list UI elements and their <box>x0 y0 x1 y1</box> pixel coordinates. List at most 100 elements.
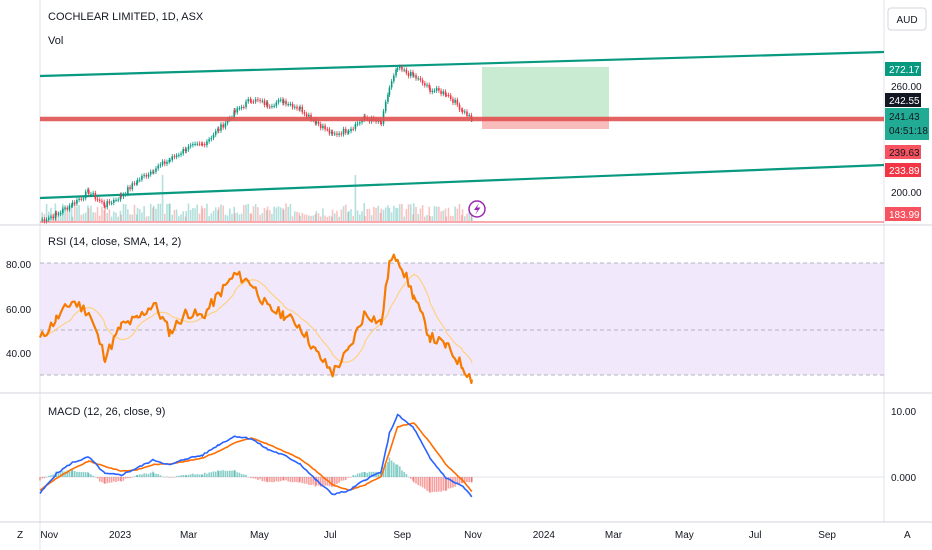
volume-bar <box>305 214 308 221</box>
volume-bar <box>226 215 229 221</box>
candle-body <box>73 202 76 204</box>
candle-body <box>314 119 317 124</box>
candle-body <box>254 99 257 102</box>
time-tick: Nov <box>40 530 58 541</box>
currency-button[interactable] <box>887 7 927 31</box>
candle-body <box>442 91 445 94</box>
volume-bar <box>308 215 310 221</box>
earnings-icon[interactable] <box>468 200 486 218</box>
histogram-bar <box>119 477 122 481</box>
histogram-bar <box>249 477 252 478</box>
volume-bar <box>200 205 203 221</box>
histogram-bar <box>291 477 294 483</box>
candle-body <box>175 155 178 157</box>
candle-body <box>106 201 109 208</box>
volume-bar <box>361 211 363 221</box>
volume-bar <box>187 203 190 221</box>
histogram-bar <box>468 477 470 483</box>
log-scale-button[interactable]: Z <box>17 530 23 541</box>
candle-body <box>198 143 201 145</box>
candle-body <box>275 102 278 106</box>
volume-bar <box>90 205 92 221</box>
candle-body <box>249 99 252 101</box>
channel-lower-line[interactable] <box>39 163 885 200</box>
volume-bar <box>184 216 187 221</box>
candle-body <box>340 133 343 135</box>
histogram-bar <box>279 477 282 482</box>
histogram-bar <box>243 474 245 477</box>
macd-line[interactable] <box>39 413 473 498</box>
candle-body <box>122 194 125 197</box>
histogram-bar <box>106 477 109 484</box>
candle-body <box>203 144 206 146</box>
macd-panel[interactable]: MACD (12, 26, close, 9) 10.00 0.000 <box>39 406 916 498</box>
candle-body <box>124 194 127 196</box>
price-tag: 241.43 04:51:18 <box>885 108 929 140</box>
candle-body <box>359 122 361 124</box>
volume-bar <box>271 213 273 221</box>
histogram-bar <box>435 477 438 493</box>
stop-zone[interactable] <box>482 118 609 129</box>
candle-body <box>417 78 420 80</box>
histogram-bar <box>171 477 174 478</box>
candle-body <box>285 100 287 105</box>
candle-body <box>80 198 83 200</box>
histogram-bar <box>185 474 188 477</box>
histogram-bar <box>466 477 468 483</box>
histogram-bar <box>157 473 159 477</box>
histogram-bar <box>52 474 54 477</box>
histogram-bar <box>214 471 217 477</box>
time-tick: Jul <box>324 530 337 541</box>
volume-bar <box>171 214 174 221</box>
time-tick: Jul <box>749 530 762 541</box>
price-panel[interactable]: COCHLEAR LIMITED, 1D, ASX Vol AUD 260.00… <box>39 7 929 224</box>
volume-bar <box>466 213 468 221</box>
svg-text:Z: Z <box>17 530 23 541</box>
candle-body <box>331 131 334 134</box>
volume-bar <box>155 208 157 221</box>
channel-upper-line[interactable] <box>39 50 885 78</box>
rsi-panel[interactable]: RSI (14, close, SMA, 14, 2) 80.00 60.00 … <box>6 236 884 385</box>
price-tick: 260.00 <box>891 82 922 93</box>
candle-body <box>440 90 442 94</box>
histogram-bar <box>78 471 80 477</box>
candle-body <box>66 207 69 210</box>
signal-line[interactable] <box>39 422 473 493</box>
target-zone[interactable] <box>482 67 609 118</box>
volume-bar <box>122 203 125 221</box>
auto-scale-button[interactable]: A <box>904 530 911 541</box>
candle-body <box>217 128 219 132</box>
histogram-bar <box>356 473 359 477</box>
time-tick: May <box>675 530 694 541</box>
volume-bar <box>104 209 106 221</box>
candle-body <box>187 146 190 150</box>
histogram-bar <box>299 477 301 482</box>
candle-body <box>347 132 349 134</box>
volume-bar <box>452 216 454 221</box>
histogram-bar <box>226 470 229 477</box>
histogram-bar <box>336 477 338 484</box>
histogram-bar <box>169 477 171 478</box>
histogram-bar <box>200 474 203 477</box>
volume-bar <box>212 210 215 221</box>
rsi-line[interactable] <box>38 253 473 385</box>
histogram-bar <box>447 477 450 489</box>
histogram-bar <box>366 472 369 477</box>
volume-bar <box>87 208 90 221</box>
volume-bar <box>245 204 247 221</box>
candle-body <box>94 193 97 200</box>
histogram-bar <box>208 472 210 477</box>
volume-bar <box>419 208 422 221</box>
candle-body <box>449 95 452 99</box>
volume-bar <box>347 212 349 221</box>
time-axis[interactable]: Nov 2023 Mar May Jul Sep Nov 2024 Mar May Jul Sep <box>40 530 836 541</box>
candle-body <box>380 122 383 124</box>
candle-body <box>245 101 247 108</box>
volume-bar <box>403 216 405 221</box>
histogram-bar <box>419 477 422 487</box>
histogram-bar <box>194 474 196 477</box>
volume-bar <box>299 215 301 221</box>
volume-bar <box>233 206 235 221</box>
histogram-bar <box>395 464 397 477</box>
